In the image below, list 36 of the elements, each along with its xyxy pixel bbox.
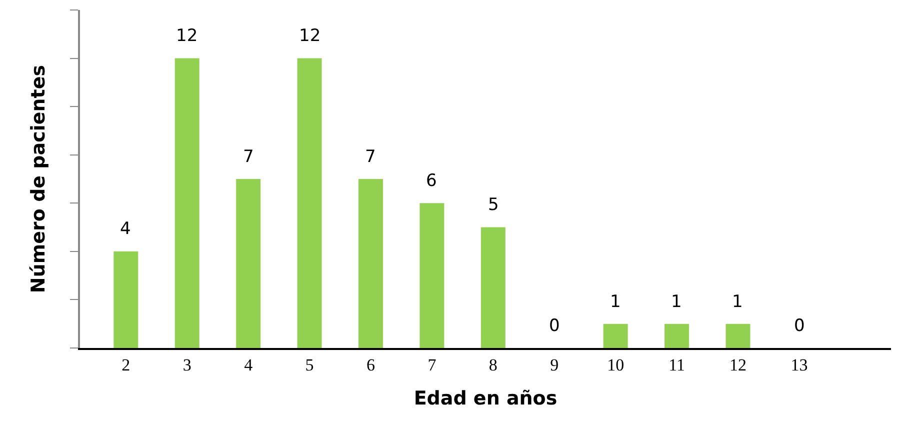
data-label: 7 — [243, 147, 254, 167]
data-label: 12 — [176, 26, 198, 46]
bar — [174, 58, 200, 348]
data-label: 1 — [732, 292, 743, 312]
bar — [297, 58, 322, 348]
data-label: 1 — [671, 292, 682, 312]
x-tick-label: 7 — [428, 355, 437, 374]
data-label: 5 — [488, 195, 499, 215]
x-tick-label: 4 — [244, 355, 254, 374]
data-label: 0 — [794, 316, 805, 336]
x-tick-label: 11 — [668, 355, 685, 374]
bar — [420, 203, 444, 348]
bar — [664, 324, 690, 348]
x-tick-label: 9 — [550, 355, 559, 374]
x-tick-label: 2 — [122, 355, 130, 374]
bar — [726, 324, 750, 348]
x-tick-label: 5 — [305, 355, 314, 374]
data-label: 0 — [549, 316, 560, 336]
data-label: 4 — [120, 219, 131, 239]
bar — [114, 251, 138, 348]
bar — [480, 227, 506, 348]
bar — [358, 179, 383, 348]
data-label: 12 — [299, 26, 321, 46]
data-label: 6 — [426, 171, 437, 191]
x-tick-label: 13 — [790, 355, 808, 374]
x-axis-title: Edad en años — [414, 388, 558, 410]
data-label: 7 — [365, 147, 376, 167]
x-tick-label: 8 — [488, 355, 498, 374]
bar — [236, 179, 261, 348]
y-axis-title: Número de pacientes — [27, 64, 50, 294]
x-tick-label: 3 — [182, 355, 192, 374]
x-tick-label: 6 — [366, 355, 375, 374]
data-label: 1 — [610, 292, 621, 312]
bar — [603, 324, 628, 348]
x-tick-label: 12 — [729, 355, 746, 374]
x-tick-label: 10 — [607, 355, 624, 374]
